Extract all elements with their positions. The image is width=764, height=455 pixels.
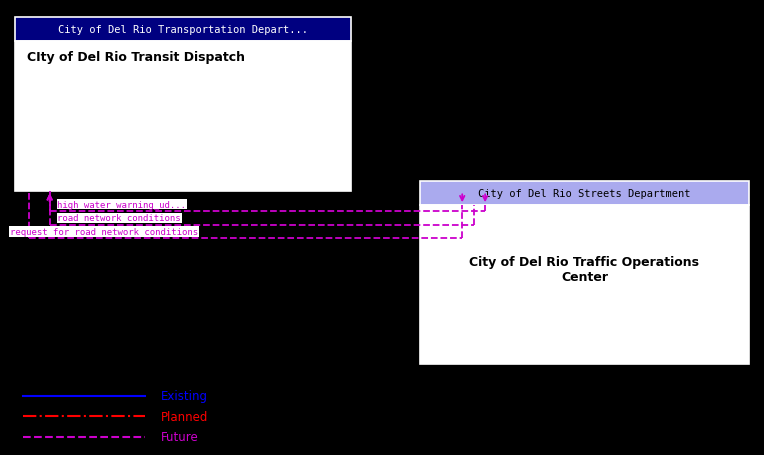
Text: City of Del Rio Transportation Depart...: City of Del Rio Transportation Depart... [58,25,309,35]
Text: Future: Future [160,430,198,443]
Text: high water warning_ud...: high water warning_ud... [57,200,186,209]
Text: road network conditions: road network conditions [57,214,181,223]
Text: Planned: Planned [160,410,208,423]
FancyBboxPatch shape [15,18,351,42]
Text: City of Del Rio Streets Department: City of Del Rio Streets Department [478,189,691,199]
FancyBboxPatch shape [15,42,351,191]
Text: City of Del Rio Traffic Operations
Center: City of Del Rio Traffic Operations Cente… [469,255,700,283]
Text: CIty of Del Rio Transit Dispatch: CIty of Del Rio Transit Dispatch [27,51,244,64]
Text: request for road network conditions: request for road network conditions [10,228,198,237]
FancyBboxPatch shape [420,206,749,364]
FancyBboxPatch shape [420,182,749,206]
Text: Existing: Existing [160,389,208,402]
